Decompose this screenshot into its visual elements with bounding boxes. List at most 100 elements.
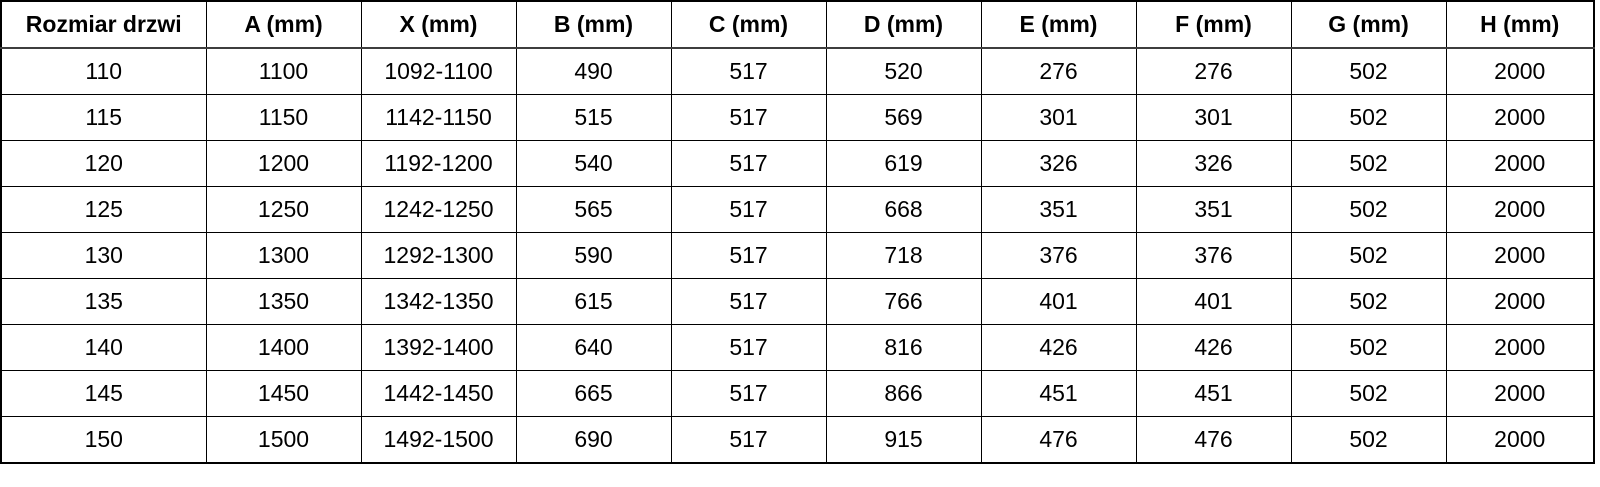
table-cell: 502 <box>1290 140 1447 187</box>
table-body: 110 1100 1092-1100 490 517 520 276 276 502 2000 11… <box>0 47 1595 464</box>
table-cell: 665 <box>515 370 672 417</box>
table-cell: 351 <box>1135 186 1292 233</box>
table-cell: 517 <box>670 140 827 187</box>
table-cell: 517 <box>670 370 827 417</box>
table-cell: 866 <box>825 370 982 417</box>
table-cell: 1492-1500 <box>360 416 517 464</box>
table-cell: 476 <box>980 416 1137 464</box>
column-header-2: X (mm) <box>360 0 517 49</box>
table-cell: 718 <box>825 232 982 279</box>
table-cell: 2000 <box>1445 94 1595 141</box>
table-cell: 517 <box>670 94 827 141</box>
table-cell: 517 <box>670 47 827 95</box>
table-cell: 115 <box>0 94 207 141</box>
table-cell: 110 <box>0 47 207 95</box>
table-cell: 1192-1200 <box>360 140 517 187</box>
table-cell: 502 <box>1290 47 1447 95</box>
column-header-4: C (mm) <box>670 0 827 49</box>
table-cell: 2000 <box>1445 47 1595 95</box>
table-cell: 1342-1350 <box>360 278 517 325</box>
table-cell: 145 <box>0 370 207 417</box>
table-row: 110 1100 1092-1100 490 517 520 276 276 502 2000 <box>0 47 1595 95</box>
table-cell: 451 <box>1135 370 1292 417</box>
table-cell: 515 <box>515 94 672 141</box>
table-cell: 401 <box>980 278 1137 325</box>
table-cell: 2000 <box>1445 278 1595 325</box>
table-cell: 502 <box>1290 370 1447 417</box>
table-cell: 401 <box>1135 278 1292 325</box>
table-cell: 1300 <box>205 232 362 279</box>
table-cell: 502 <box>1290 324 1447 371</box>
table-cell: 1150 <box>205 94 362 141</box>
table-cell: 1292-1300 <box>360 232 517 279</box>
table-cell: 150 <box>0 416 207 464</box>
column-header-3: B (mm) <box>515 0 672 49</box>
table-cell: 2000 <box>1445 416 1595 464</box>
table-cell: 619 <box>825 140 982 187</box>
column-header-6: E (mm) <box>980 0 1137 49</box>
table-cell: 301 <box>980 94 1137 141</box>
table-cell: 301 <box>1135 94 1292 141</box>
table-cell: 490 <box>515 47 672 95</box>
table-cell: 326 <box>980 140 1137 187</box>
table-cell: 351 <box>980 186 1137 233</box>
table-cell: 276 <box>980 47 1137 95</box>
table-cell: 130 <box>0 232 207 279</box>
table-cell: 640 <box>515 324 672 371</box>
table-row: 115 1150 1142-1150 515 517 569 301 301 502 2000 <box>0 94 1595 141</box>
table-cell: 517 <box>670 232 827 279</box>
table-cell: 1142-1150 <box>360 94 517 141</box>
table-cell: 517 <box>670 324 827 371</box>
table-cell: 2000 <box>1445 370 1595 417</box>
table-cell: 565 <box>515 186 672 233</box>
table-cell: 915 <box>825 416 982 464</box>
table-cell: 276 <box>1135 47 1292 95</box>
table-cell: 502 <box>1290 186 1447 233</box>
table-cell: 326 <box>1135 140 1292 187</box>
table-cell: 517 <box>670 186 827 233</box>
table-cell: 502 <box>1290 278 1447 325</box>
table-cell: 451 <box>980 370 1137 417</box>
table-cell: 140 <box>0 324 207 371</box>
table-head: Rozmiar drzwi A (mm) X (mm) B (mm) C (mm) D (… <box>0 0 1595 49</box>
table-cell: 520 <box>825 47 982 95</box>
table-cell: 2000 <box>1445 324 1595 371</box>
table-cell: 1250 <box>205 186 362 233</box>
table-cell: 540 <box>515 140 672 187</box>
table-cell: 502 <box>1290 94 1447 141</box>
table-cell: 1450 <box>205 370 362 417</box>
table-cell: 517 <box>670 278 827 325</box>
table-cell: 1400 <box>205 324 362 371</box>
table-row: 120 1200 1192-1200 540 517 619 326 326 502 2000 <box>0 140 1595 187</box>
header-row: Rozmiar drzwi A (mm) X (mm) B (mm) C (mm) D (… <box>0 0 1595 49</box>
table-cell: 1350 <box>205 278 362 325</box>
table-cell: 426 <box>980 324 1137 371</box>
table-cell: 668 <box>825 186 982 233</box>
table-cell: 2000 <box>1445 186 1595 233</box>
table-cell: 569 <box>825 94 982 141</box>
table-cell: 135 <box>0 278 207 325</box>
column-header-9: H (mm) <box>1445 0 1595 49</box>
table-cell: 1442-1450 <box>360 370 517 417</box>
table-cell: 376 <box>1135 232 1292 279</box>
table-cell: 1500 <box>205 416 362 464</box>
table-cell: 2000 <box>1445 140 1595 187</box>
table-cell: 766 <box>825 278 982 325</box>
table-cell: 376 <box>980 232 1137 279</box>
table-cell: 1092-1100 <box>360 47 517 95</box>
table-cell: 476 <box>1135 416 1292 464</box>
table-row: 150 1500 1492-1500 690 517 915 476 476 502 2000 <box>0 416 1595 464</box>
table-cell: 1200 <box>205 140 362 187</box>
table-cell: 615 <box>515 278 672 325</box>
table-cell: 120 <box>0 140 207 187</box>
table-row: 140 1400 1392-1400 640 517 816 426 426 502 2000 <box>0 324 1595 371</box>
table-row: 135 1350 1342-1350 615 517 766 401 401 502 2000 <box>0 278 1595 325</box>
table-cell: 517 <box>670 416 827 464</box>
column-header-1: A (mm) <box>205 0 362 49</box>
column-header-5: D (mm) <box>825 0 982 49</box>
table-row: 130 1300 1292-1300 590 517 718 376 376 502 2000 <box>0 232 1595 279</box>
table-cell: 1242-1250 <box>360 186 517 233</box>
table-cell: 816 <box>825 324 982 371</box>
table-cell: 1392-1400 <box>360 324 517 371</box>
